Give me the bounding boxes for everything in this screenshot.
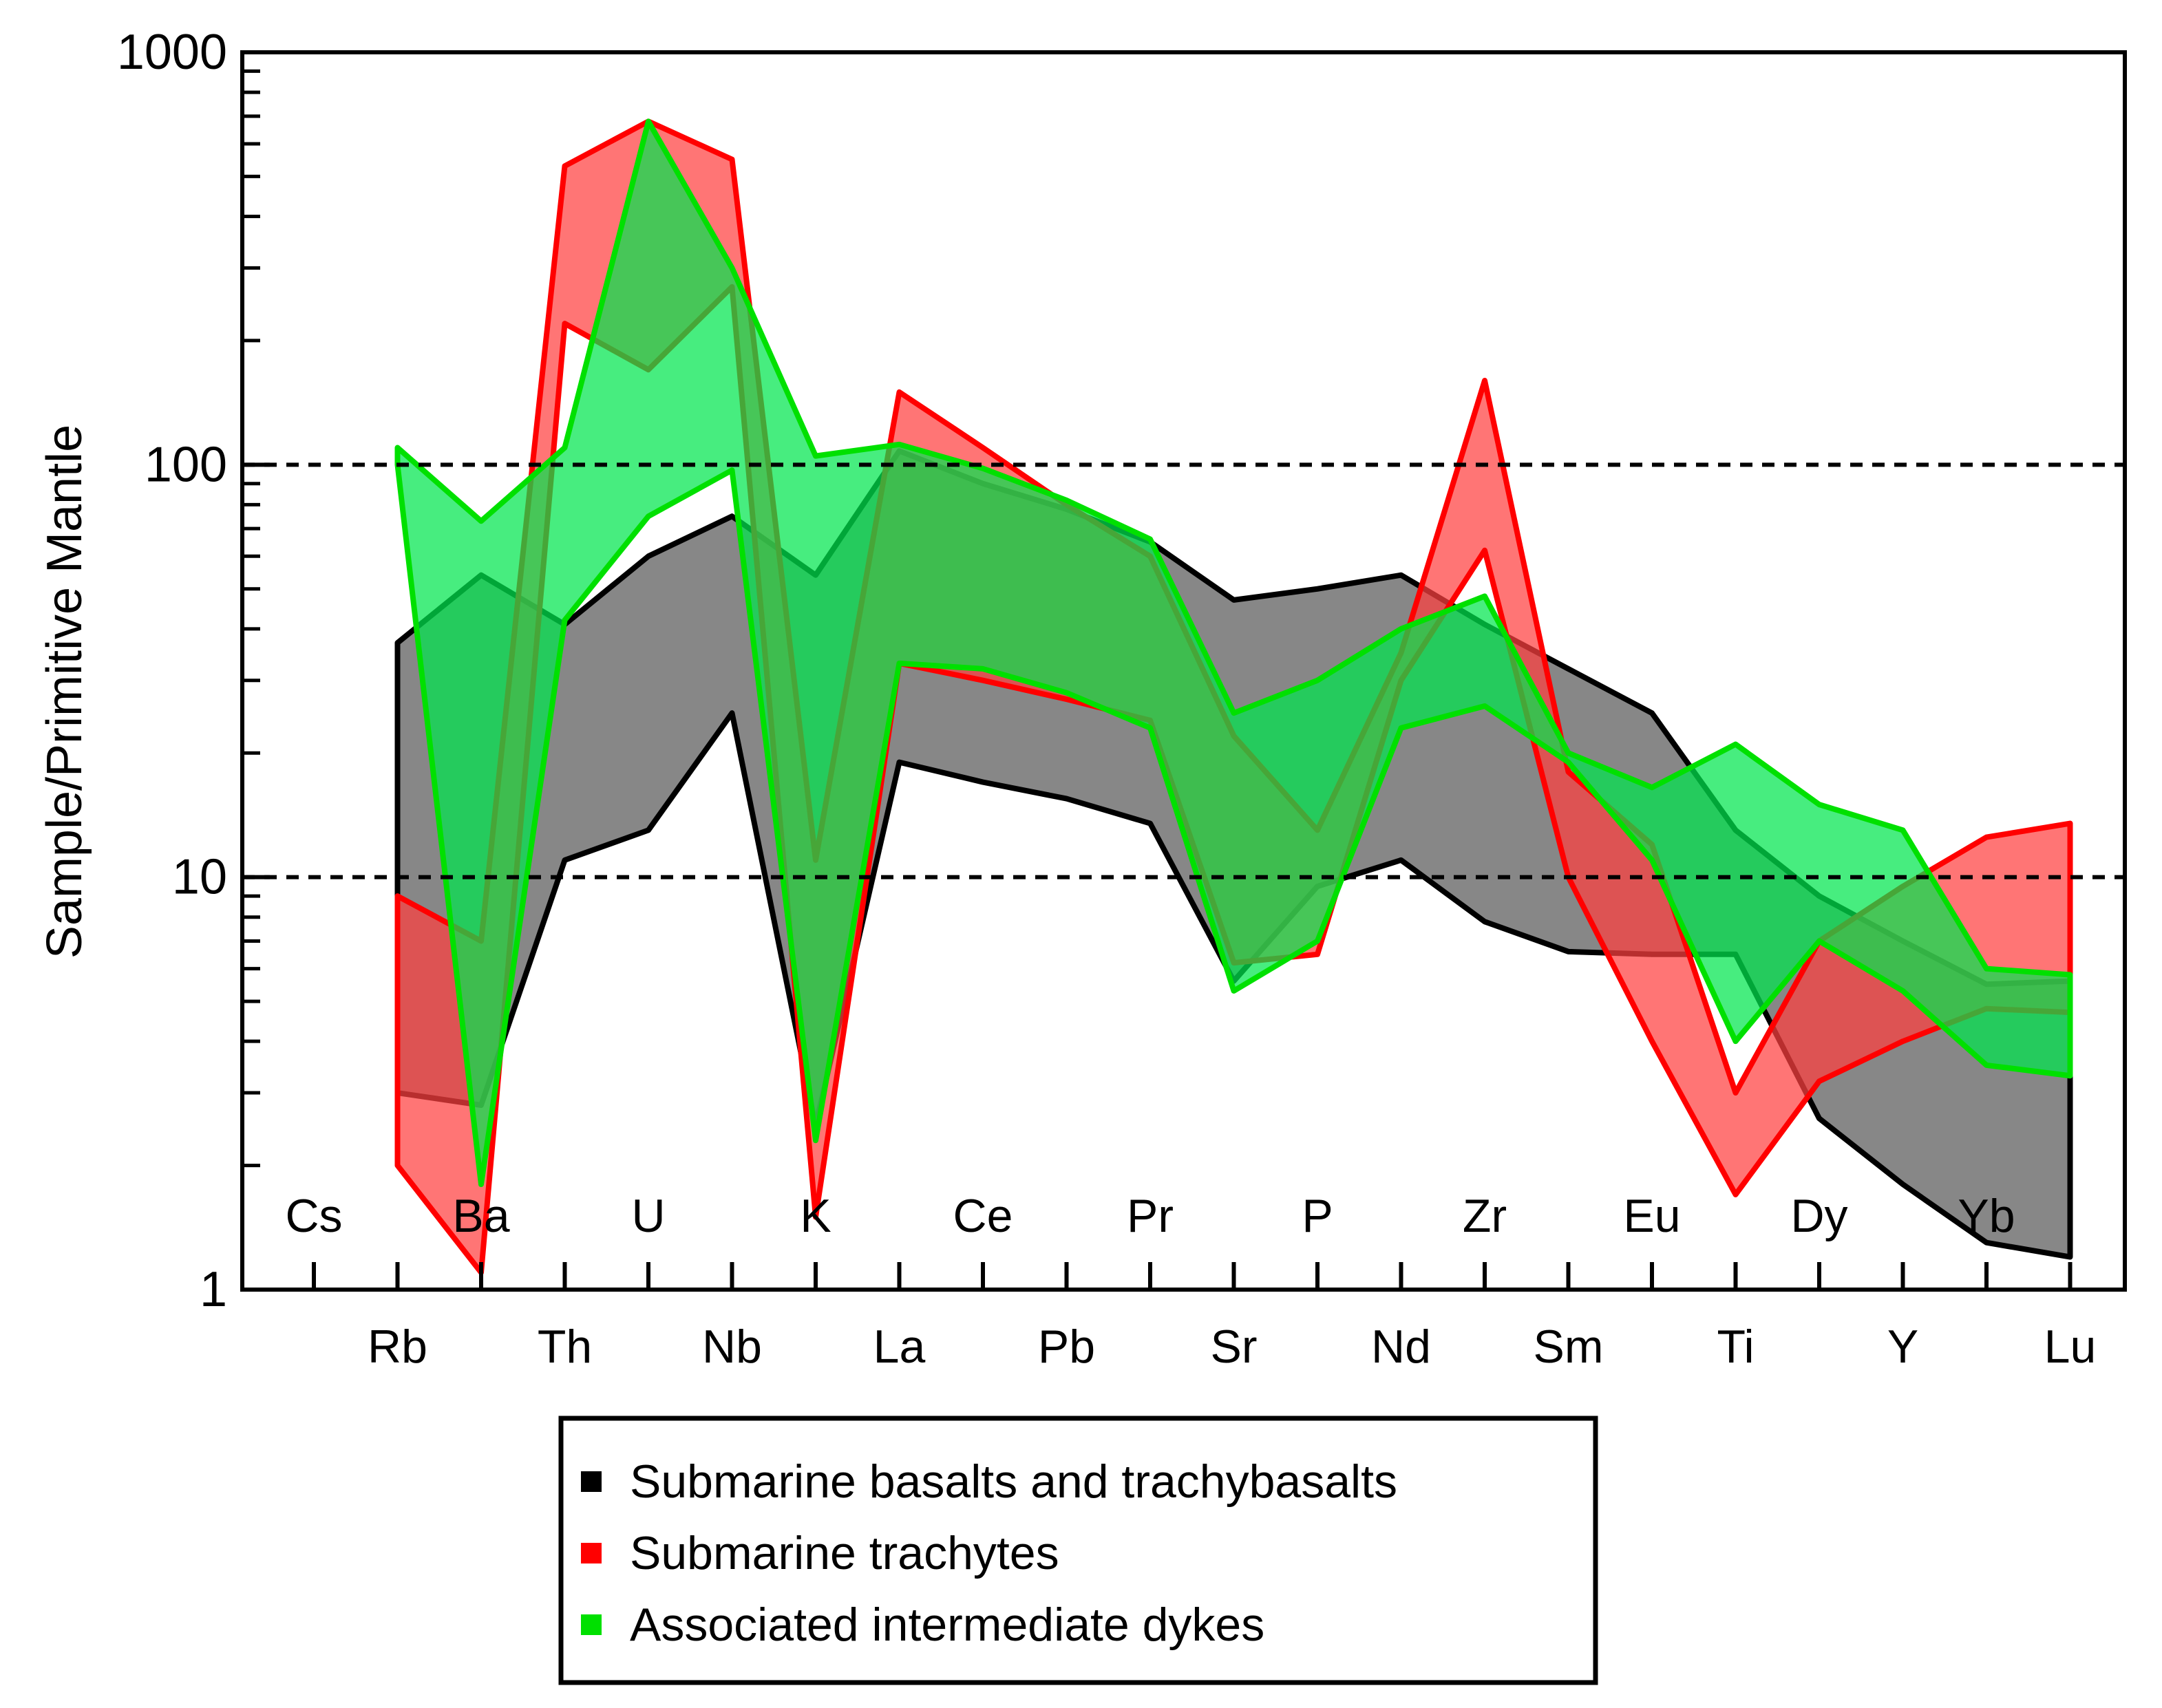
element-label-lu: Lu [2044,1321,2097,1373]
element-label-dy: Dy [1790,1190,1847,1242]
y-tick-label-1: 1 [200,1262,227,1317]
element-label-eu: Eu [1623,1190,1680,1242]
element-label-y: Y [1887,1321,1918,1373]
legend-label-3: Associated intermediate dykes [630,1599,1264,1651]
element-label-sr: Sr [1211,1321,1258,1373]
legend-label-1: Submarine basalts and trachybasalts [630,1455,1397,1508]
x-ticks [312,1262,2073,1290]
element-label-pb: Pb [1038,1321,1095,1373]
y-axis-title-group: Sample/Primitive Mantle [37,425,92,959]
y-tick-label-100: 100 [145,437,227,492]
legend-swatch-2 [581,1543,602,1563]
series-band-3 [394,118,2073,1188]
element-label-sm: Sm [1534,1321,1604,1373]
y-ticks: 1 10 100 1000 [117,25,270,1317]
y-tick-label-10: 10 [172,850,227,905]
element-label-yb: Yb [1958,1190,2015,1242]
element-label-nd: Nd [1371,1321,1431,1373]
legend: Submarine basalts and trachybasalts Subma… [558,1416,1598,1685]
element-label-nb: Nb [702,1321,762,1373]
element-label-pr: Pr [1127,1190,1174,1242]
legend-swatch-1 [581,1471,602,1492]
element-label-la: La [873,1321,926,1373]
element-label-ce: Ce [953,1190,1013,1242]
element-label-k: K [800,1190,831,1242]
plot-frame [240,50,2127,1292]
element-label-ti: Ti [1717,1321,1754,1373]
element-label-cs: Cs [285,1190,342,1242]
legend-label-2: Submarine trachytes [630,1527,1059,1579]
legend-swatch-3 [581,1614,602,1635]
element-label-u: U [631,1190,665,1242]
axes [240,50,2127,1292]
element-label-th: Th [538,1321,592,1373]
element-label-rb: Rb [368,1321,427,1373]
element-label-p: P [1302,1190,1333,1242]
element-label-ba: Ba [452,1190,509,1242]
element-labels: Cs Ba U K Ce Pr P Zr Eu Dy Yb Rb Th Nb La Pb Sr Nd Sm Ti Y Lu [285,1190,2096,1373]
legend-frame [558,1416,1598,1685]
series-areas [394,118,2073,1276]
y-axis-title: Sample/Primitive Mantle [37,425,92,959]
y-tick-label-1000: 1000 [117,25,227,80]
reference-lines [242,462,2125,879]
element-label-zr: Zr [1463,1190,1507,1242]
